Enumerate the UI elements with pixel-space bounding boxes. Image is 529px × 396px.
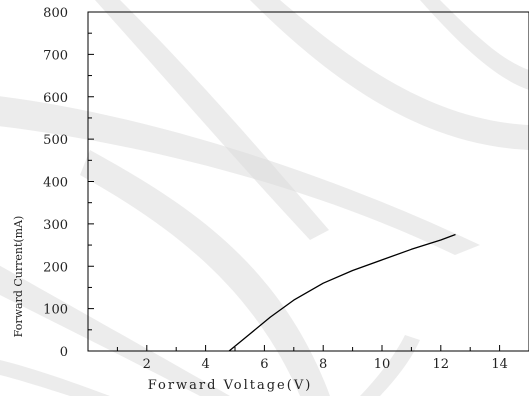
y-axis-title: Forward Current(mA)	[12, 216, 25, 338]
watermark-stripe	[95, 0, 329, 240]
y-tick-label: 300	[43, 218, 68, 233]
watermark-stripe	[0, 96, 480, 255]
series-layer	[228, 233, 456, 352]
y-tick-label: 500	[43, 133, 68, 148]
watermark-stripe	[0, 265, 230, 396]
x-tick-label: 8	[319, 357, 327, 372]
y-axis-ticks: 0 100 200 300 400 500 600 700 800	[43, 6, 94, 360]
y-tick-label: 600	[43, 91, 68, 106]
y-tick-label: 0	[60, 345, 68, 360]
series-line	[228, 233, 456, 352]
y-tick-label: 800	[43, 6, 68, 21]
x-tick-label: 2	[143, 357, 151, 372]
x-tick-label: 14	[491, 357, 508, 372]
watermark-stripe	[0, 360, 110, 396]
x-tick-label: 6	[260, 357, 268, 372]
watermark-stripe	[420, 0, 529, 90]
y-tick-label: 200	[43, 260, 68, 275]
y-tick-label: 700	[43, 48, 68, 63]
x-tick-label: 4	[201, 357, 209, 372]
y-tick-label: 100	[43, 303, 68, 318]
x-axis-ticks: 2 4 6 8 10 12 14	[116, 345, 508, 372]
x-axis-title: Forward Voltage(V)	[148, 378, 313, 393]
x-tick-label: 12	[433, 357, 450, 372]
watermark-stripe	[250, 0, 529, 150]
x-tick-label: 10	[374, 357, 391, 372]
watermark-stripe	[80, 150, 330, 396]
watermark-stripe	[360, 335, 420, 396]
y-tick-label: 400	[43, 176, 68, 191]
